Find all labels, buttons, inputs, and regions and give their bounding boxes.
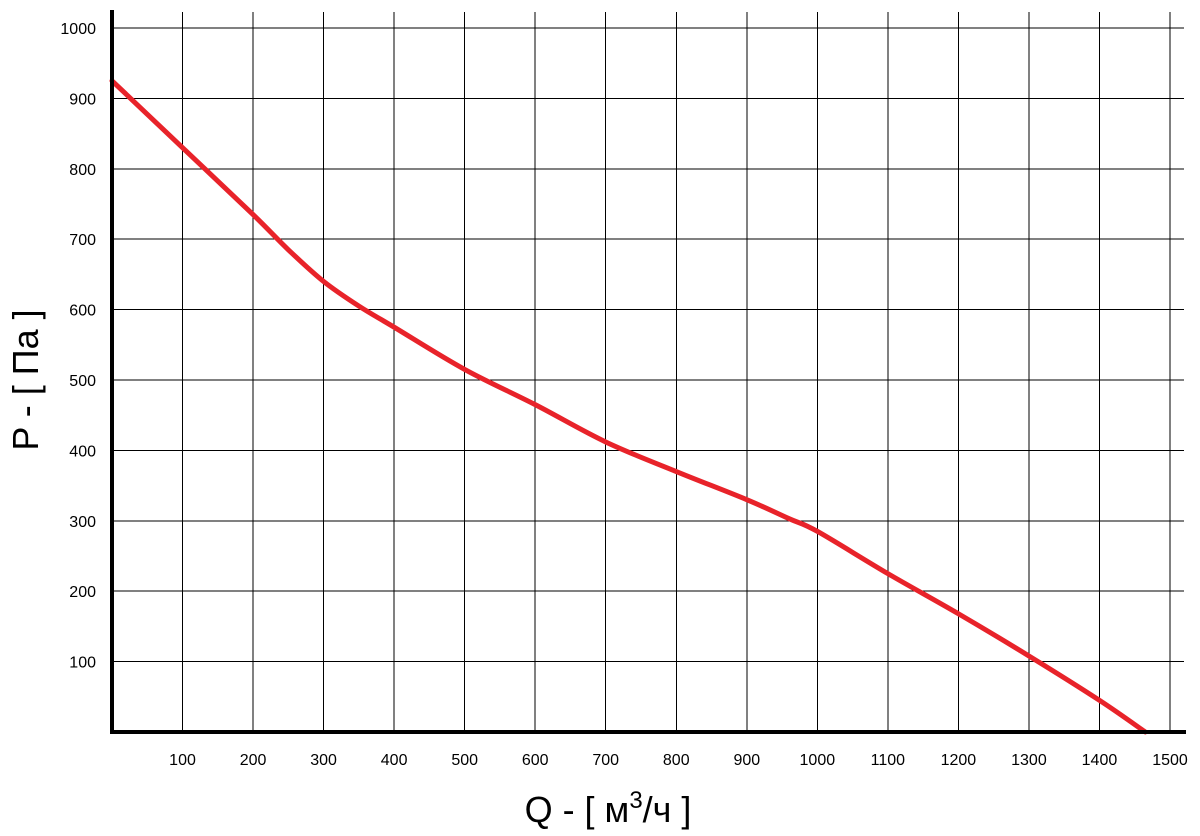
grid-lines	[112, 12, 1184, 732]
x-tick-label-900: 900	[733, 752, 760, 769]
y-tick-label-200: 200	[69, 584, 96, 601]
x-tick-label-500: 500	[451, 752, 478, 769]
x-axis-title-suffix: /ч ]	[643, 789, 692, 830]
x-tick-label-1400: 1400	[1082, 752, 1118, 769]
series-layer	[109, 78, 1148, 735]
y-tick-label-1000: 1000	[60, 21, 96, 38]
y-tick-label-100: 100	[69, 655, 96, 672]
y-tick-label-800: 800	[69, 162, 96, 179]
x-tick-label-1500: 1500	[1152, 752, 1188, 769]
y-tick-label-900: 900	[69, 91, 96, 108]
series-line-0	[109, 78, 1148, 735]
x-axis-title-prefix: Q - [ м	[525, 789, 630, 830]
x-tick-labels: 100 200 300 400 500 600 700 800 900 1000 1100 1200 1…	[169, 752, 1188, 769]
x-tick-label-200: 200	[240, 752, 267, 769]
y-tick-label-500: 500	[69, 373, 96, 390]
y-tick-labels: 100 200 300 400 500 600 700 800 900 1000	[60, 21, 96, 672]
y-tick-label-400: 400	[69, 443, 96, 460]
x-tick-label-700: 700	[592, 752, 619, 769]
y-tick-label-600: 600	[69, 303, 96, 320]
axes	[110, 10, 1186, 734]
x-tick-label-1100: 1100	[871, 752, 906, 769]
x-tick-label-1000: 1000	[800, 752, 836, 769]
x-tick-label-1200: 1200	[941, 752, 977, 769]
y-tick-label-700: 700	[69, 232, 96, 249]
x-tick-label-400: 400	[381, 752, 408, 769]
x-tick-label-1300: 1300	[1011, 752, 1047, 769]
x-axis-title-sup: 3	[629, 787, 642, 814]
x-tick-label-600: 600	[522, 752, 549, 769]
x-axis-title: Q - [ м3/ч ]	[525, 787, 692, 830]
y-axis-title: P - [ Па ]	[5, 309, 46, 450]
x-tick-label-800: 800	[663, 752, 690, 769]
x-tick-label-100: 100	[169, 752, 196, 769]
y-tick-label-300: 300	[69, 514, 96, 531]
x-tick-label-300: 300	[310, 752, 337, 769]
